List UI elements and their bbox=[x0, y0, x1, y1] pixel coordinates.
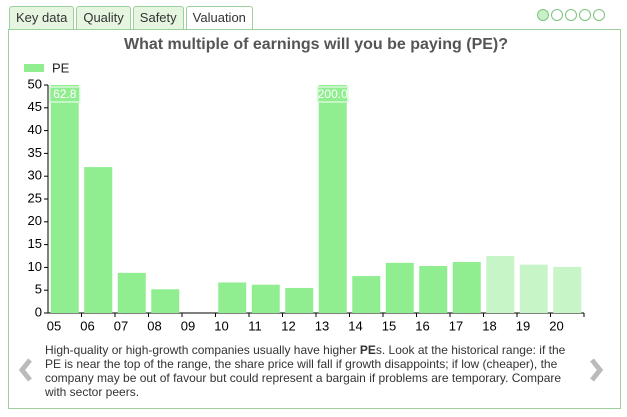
bar bbox=[84, 167, 113, 313]
text: PE bbox=[359, 343, 376, 357]
x-tick-label: 09 bbox=[181, 318, 195, 333]
panel bbox=[8, 29, 621, 409]
description: High-quality or high-growth companies us… bbox=[45, 343, 580, 399]
legend-swatch bbox=[24, 64, 44, 72]
bar bbox=[519, 264, 548, 313]
bar bbox=[151, 289, 180, 313]
y-tick-label: 5 bbox=[35, 282, 42, 297]
bar bbox=[218, 282, 247, 313]
x-tick-label: 20 bbox=[549, 318, 563, 333]
bar bbox=[419, 266, 448, 313]
y-tick-label: 40 bbox=[28, 122, 42, 137]
y-tick-label: 50 bbox=[28, 76, 42, 91]
x-tick-label: 12 bbox=[281, 318, 295, 333]
bar bbox=[452, 261, 481, 313]
y-tick-label: 15 bbox=[28, 236, 42, 251]
pager-dot[interactable] bbox=[593, 9, 605, 21]
y-tick-label: 0 bbox=[35, 304, 42, 319]
value-label-box bbox=[317, 86, 349, 103]
bar bbox=[117, 272, 146, 313]
x-tick-label: 16 bbox=[415, 318, 429, 333]
x-tick-label: 10 bbox=[214, 318, 228, 333]
prev-arrow[interactable] bbox=[18, 358, 32, 382]
x-tick-label: 05 bbox=[47, 318, 61, 333]
y-tick-label: 25 bbox=[28, 190, 42, 205]
pager-dot[interactable] bbox=[537, 9, 549, 21]
bar bbox=[486, 256, 515, 313]
x-tick-label: 19 bbox=[516, 318, 530, 333]
y-tick-label: 35 bbox=[28, 145, 42, 160]
x-tick-label: 08 bbox=[147, 318, 161, 333]
y-tick-label: 20 bbox=[28, 213, 42, 228]
pager-dot[interactable] bbox=[551, 9, 563, 21]
value-label-box bbox=[49, 86, 81, 103]
pager-dots bbox=[537, 9, 607, 21]
bar bbox=[251, 284, 280, 313]
value-label: 200.0 bbox=[318, 87, 348, 101]
text: High-quality or high-growth companies us… bbox=[45, 343, 360, 357]
value-label: 62.8 bbox=[53, 87, 77, 101]
x-tick-label: 06 bbox=[80, 318, 94, 333]
x-tick-label: 15 bbox=[382, 318, 396, 333]
tab[interactable]: Safety bbox=[132, 6, 184, 29]
legend-label: PE bbox=[52, 60, 70, 75]
tab[interactable]: Key data bbox=[9, 6, 75, 29]
tab[interactable]: Valuation bbox=[185, 6, 253, 30]
bar bbox=[352, 276, 381, 313]
x-tick-label: 18 bbox=[482, 318, 496, 333]
y-tick-label: 30 bbox=[28, 168, 42, 183]
text: s. Look at the historical range: if the … bbox=[45, 343, 566, 399]
bar bbox=[385, 262, 414, 313]
tab-bar: Key data Quality Safety Valuation bbox=[9, 6, 255, 30]
x-tick-label: 14 bbox=[348, 318, 362, 333]
x-tick-label: 07 bbox=[114, 318, 128, 333]
x-tick-label: 17 bbox=[449, 318, 463, 333]
y-tick-label: 10 bbox=[28, 259, 42, 274]
pager-dot[interactable] bbox=[579, 9, 591, 21]
bars bbox=[50, 85, 582, 313]
bar bbox=[318, 85, 347, 313]
pager-dot[interactable] bbox=[565, 9, 577, 21]
x-tick-label: 13 bbox=[315, 318, 329, 333]
bar bbox=[553, 266, 582, 313]
next-arrow[interactable] bbox=[590, 358, 604, 382]
bar bbox=[50, 85, 79, 313]
bar bbox=[285, 287, 314, 313]
chart-title: What multiple of earnings will you be pa… bbox=[124, 36, 508, 53]
tab[interactable]: Quality bbox=[76, 6, 131, 29]
y-tick-label: 45 bbox=[28, 99, 42, 114]
x-tick-label: 11 bbox=[248, 318, 262, 333]
